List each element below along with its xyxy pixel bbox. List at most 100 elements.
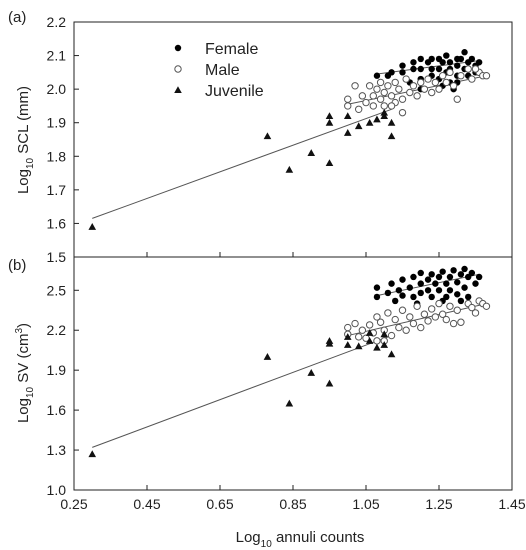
ylabel-b-sup: 3 <box>14 328 25 334</box>
male-point <box>438 72 447 80</box>
juvenile-point <box>354 122 363 130</box>
male-point <box>420 85 429 93</box>
male-point <box>482 72 491 80</box>
female-point <box>435 273 443 281</box>
male-point <box>468 75 476 83</box>
female-point <box>475 59 483 66</box>
y-tick-label: 2.1 <box>47 48 67 64</box>
x-tick-label: 0.65 <box>206 496 233 512</box>
female-point <box>399 62 406 69</box>
y-tick-label: 2.2 <box>47 322 67 338</box>
male-point <box>406 88 414 97</box>
male-point <box>398 306 407 314</box>
panel-a-label: (a) <box>8 9 26 26</box>
female-point <box>457 271 465 278</box>
male-point <box>387 92 396 100</box>
male-point <box>438 310 447 318</box>
juvenile-point <box>285 399 294 407</box>
female-point <box>446 273 454 281</box>
legend-marker <box>174 65 182 73</box>
panel-a-marks <box>88 49 491 230</box>
y-tick-label: 1.6 <box>47 402 67 418</box>
female-point <box>457 55 465 63</box>
female-point <box>443 280 450 287</box>
x-tick-label: 1.45 <box>498 496 525 512</box>
panel-b-marks <box>88 265 491 458</box>
male-point <box>362 98 370 107</box>
male-point <box>402 75 410 83</box>
x-tick-label: 0.25 <box>60 496 87 512</box>
female-point <box>461 49 468 56</box>
female-point <box>443 52 450 59</box>
male-point <box>413 302 421 310</box>
y-tick-label: 1.5 <box>47 249 67 265</box>
female-point <box>454 291 461 298</box>
x-tick-label: 1.25 <box>425 496 452 512</box>
male-point <box>453 95 461 103</box>
male-point <box>464 65 472 73</box>
female-point <box>410 273 417 281</box>
male-point <box>424 317 432 325</box>
juvenile-point <box>325 337 334 344</box>
female-point <box>373 293 381 301</box>
female-point <box>457 297 465 305</box>
panel-b-axes: 2.5 2.2 1.9 1.6 1.3 1.00.25 0.45 0.65 0.85 1.05 1.… <box>47 256 526 512</box>
female-point <box>428 293 435 301</box>
male-point <box>431 313 440 321</box>
juvenile-point <box>343 333 352 340</box>
male-point <box>358 92 367 100</box>
male-point <box>384 309 392 317</box>
male-point <box>376 78 385 87</box>
male-point <box>373 85 381 93</box>
xlabel-rest: annuli counts <box>272 529 365 546</box>
panel-b: (b) 2.5 2.2 1.9 1.6 1.3 1.00.25 0.45 0.65 0.85 1.… <box>8 256 526 550</box>
male-point <box>365 82 374 90</box>
male-point <box>442 78 450 87</box>
juvenile-point <box>387 132 396 140</box>
panel-b-ylabel: Log10 SV (cm3) <box>14 323 36 423</box>
juvenile-point <box>325 159 334 167</box>
male-point <box>431 78 440 87</box>
legend-marker <box>174 86 182 94</box>
legend-label: Female <box>205 41 258 58</box>
xlabel-base: Log <box>236 529 261 546</box>
female-point <box>465 293 472 301</box>
male-point <box>365 321 374 329</box>
juvenile-point <box>325 112 334 120</box>
legend-label: Juvenile <box>205 83 264 100</box>
juvenile-point <box>365 337 374 344</box>
female-point <box>417 289 424 297</box>
y-tick-label: 2.2 <box>47 14 67 30</box>
legend-marker <box>174 44 182 52</box>
juvenile-point <box>285 165 294 173</box>
juvenile-point <box>343 128 352 136</box>
x-axis-label: Log10 annuli counts <box>236 529 365 550</box>
juvenile-point <box>263 132 272 140</box>
y-tick-label: 1.7 <box>47 182 67 198</box>
female-point <box>461 284 468 291</box>
male-point <box>471 65 480 73</box>
y-tick-label: 1.8 <box>47 148 67 164</box>
male-point <box>344 95 352 103</box>
female-point <box>468 55 476 63</box>
male-point <box>387 102 396 110</box>
male-point <box>398 108 407 117</box>
male-point <box>409 319 418 328</box>
male-point <box>428 305 436 313</box>
female-point <box>454 279 461 286</box>
trendline <box>376 273 480 297</box>
juvenile-point <box>343 341 352 348</box>
male-point <box>391 78 399 87</box>
juvenile-point <box>380 108 389 116</box>
juvenile-point <box>88 450 97 458</box>
male-point <box>384 82 392 90</box>
male-point <box>420 310 429 318</box>
male-point <box>373 313 381 321</box>
female-point <box>392 297 399 305</box>
trendline <box>347 75 487 105</box>
juvenile-point <box>373 115 381 123</box>
female-point <box>472 280 479 287</box>
male-point <box>395 85 403 93</box>
female-point <box>373 72 381 79</box>
